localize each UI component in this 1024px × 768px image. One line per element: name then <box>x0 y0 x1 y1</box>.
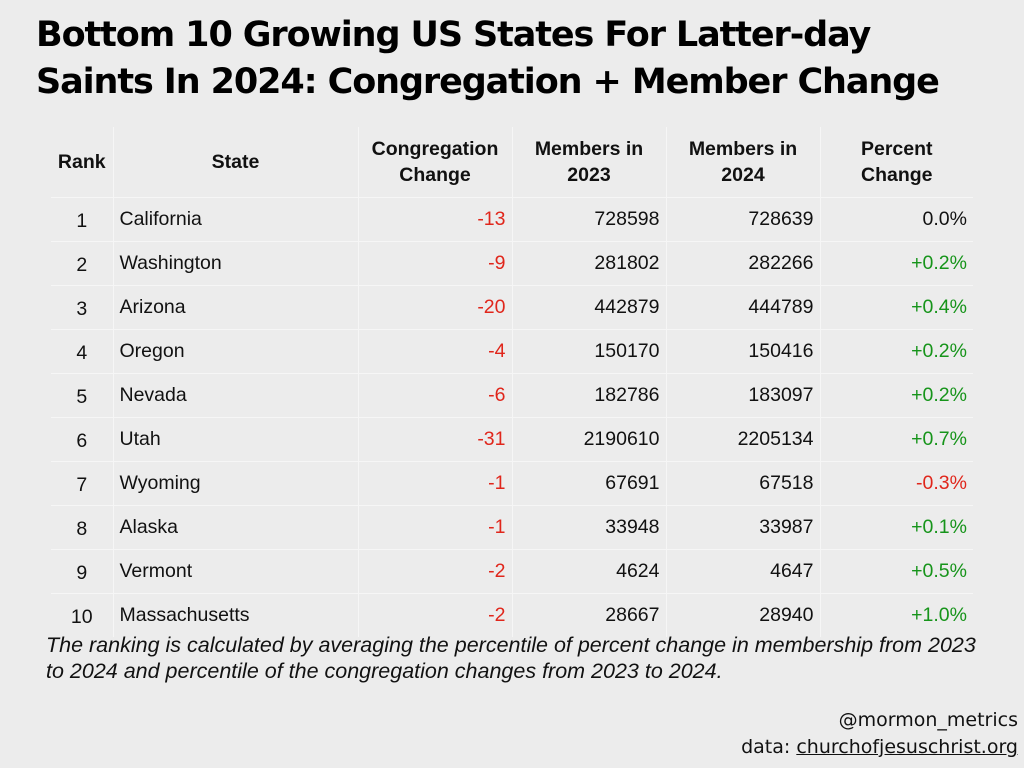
cell-congregation-change: -13 <box>358 197 513 242</box>
cell-members-2023: 33948 <box>512 505 667 550</box>
cell-members-2024: 2205134 <box>666 417 821 462</box>
cell-members-2024: 282266 <box>666 241 821 286</box>
data-source-link[interactable]: churchofjesuschrist.org <box>796 736 1018 758</box>
cell-percent-change: -0.3% <box>820 461 973 506</box>
cell-state: Wyoming <box>113 461 359 506</box>
table-row: 8 Alaska -1 33948 33987 +0.1% <box>51 505 973 550</box>
cell-members-2023: 281802 <box>512 241 667 286</box>
cell-state: Nevada <box>113 373 359 418</box>
cell-members-2023: 182786 <box>512 373 667 418</box>
cell-state: California <box>113 197 359 242</box>
cell-rank: 4 <box>51 329 114 374</box>
table-row: 3 Arizona -20 442879 444789 +0.4% <box>51 285 973 330</box>
table-row: 1 California -13 728598 728639 0.0% <box>51 197 973 242</box>
cell-percent-change: +0.2% <box>820 329 973 374</box>
cell-members-2024: 150416 <box>666 329 821 374</box>
cell-rank: 10 <box>51 593 114 637</box>
cell-congregation-change: -1 <box>358 461 513 506</box>
membership-table-container: Rank State Congregation Change Members in… <box>51 127 973 637</box>
table-header-row: Rank State Congregation Change Members in… <box>51 127 973 198</box>
header-congregation-change: Congregation Change <box>358 127 513 198</box>
cell-rank: 7 <box>51 461 114 506</box>
cell-congregation-change: -20 <box>358 285 513 330</box>
cell-rank: 6 <box>51 417 114 462</box>
cell-rank: 5 <box>51 373 114 418</box>
cell-state: Alaska <box>113 505 359 550</box>
cell-state: Oregon <box>113 329 359 374</box>
cell-members-2023: 67691 <box>512 461 667 506</box>
data-source: data: churchofjesuschrist.org <box>741 736 1018 758</box>
cell-congregation-change: -9 <box>358 241 513 286</box>
cell-members-2023: 150170 <box>512 329 667 374</box>
header-rank: Rank <box>51 127 114 198</box>
header-members-2024: Members in 2024 <box>666 127 821 198</box>
cell-congregation-change: -2 <box>358 549 513 594</box>
table-row: 9 Vermont -2 4624 4647 +0.5% <box>51 549 973 594</box>
cell-percent-change: +1.0% <box>911 604 967 626</box>
table-row: 10 Massachusetts -2 28667 28940 +1.0% <box>51 593 973 637</box>
header-percent-change: Percent Change <box>820 127 973 198</box>
cell-members-2024: 4647 <box>666 549 821 594</box>
author-handle: @mormon_metrics <box>838 709 1018 731</box>
cell-members-2024: 28940 <box>666 593 821 637</box>
table-row: 6 Utah -31 2190610 2205134 +0.7% <box>51 417 973 462</box>
cell-percent-change: +0.7% <box>820 417 973 462</box>
table-row: 5 Nevada -6 182786 183097 +0.2% <box>51 373 973 418</box>
cell-rank: 8 <box>51 505 114 550</box>
cell-members-2023: 442879 <box>512 285 667 330</box>
table-row: 4 Oregon -4 150170 150416 +0.2% <box>51 329 973 374</box>
cell-congregation-change: -31 <box>358 417 513 462</box>
page-title: Bottom 10 Growing US States For Latter-d… <box>36 15 940 102</box>
cell-percent-change: +0.2% <box>820 373 973 418</box>
cell-state: Massachusetts <box>113 593 359 637</box>
cell-percent-change: +0.1% <box>820 505 973 550</box>
cell-congregation-change: -1 <box>358 505 513 550</box>
cell-rank: 1 <box>51 197 114 242</box>
header-members-2023: Members in 2023 <box>512 127 667 198</box>
cell-rank: 3 <box>51 285 114 330</box>
cell-members-2024: 728639 <box>666 197 821 242</box>
methodology-note: The ranking is calculated by averaging t… <box>46 633 976 683</box>
cell-members-2023: 2190610 <box>512 417 667 462</box>
header-state: State <box>113 127 359 198</box>
cell-members-2024: 183097 <box>666 373 821 418</box>
cell-percent-change: +0.4% <box>820 285 973 330</box>
cell-congregation-change: -6 <box>358 373 513 418</box>
cell-members-2023: 728598 <box>512 197 667 242</box>
cell-rank: 2 <box>51 241 114 286</box>
cell-rank: 9 <box>51 549 114 594</box>
cell-congregation-change: -4 <box>358 329 513 374</box>
data-source-prefix: data: <box>741 736 797 758</box>
cell-percent-change: 0.0% <box>820 197 973 242</box>
cell-state: Utah <box>113 417 359 462</box>
cell-members-2024: 33987 <box>666 505 821 550</box>
cell-percent-change: +0.5% <box>820 549 973 594</box>
table-row: 2 Washington -9 281802 282266 +0.2% <box>51 241 973 286</box>
table-row: 7 Wyoming -1 67691 67518 -0.3% <box>51 461 973 506</box>
cell-members-2023: 4624 <box>512 549 667 594</box>
cell-congregation-change: -2 <box>358 593 513 637</box>
cell-percent-change: +0.2% <box>820 241 973 286</box>
cell-members-2024: 444789 <box>666 285 821 330</box>
cell-members-2023: 28667 <box>512 593 667 637</box>
cell-state: Arizona <box>113 285 359 330</box>
cell-state: Vermont <box>113 549 359 594</box>
cell-state: Washington <box>113 241 359 286</box>
cell-members-2024: 67518 <box>666 461 821 506</box>
membership-table: Rank State Congregation Change Members in… <box>51 127 973 637</box>
